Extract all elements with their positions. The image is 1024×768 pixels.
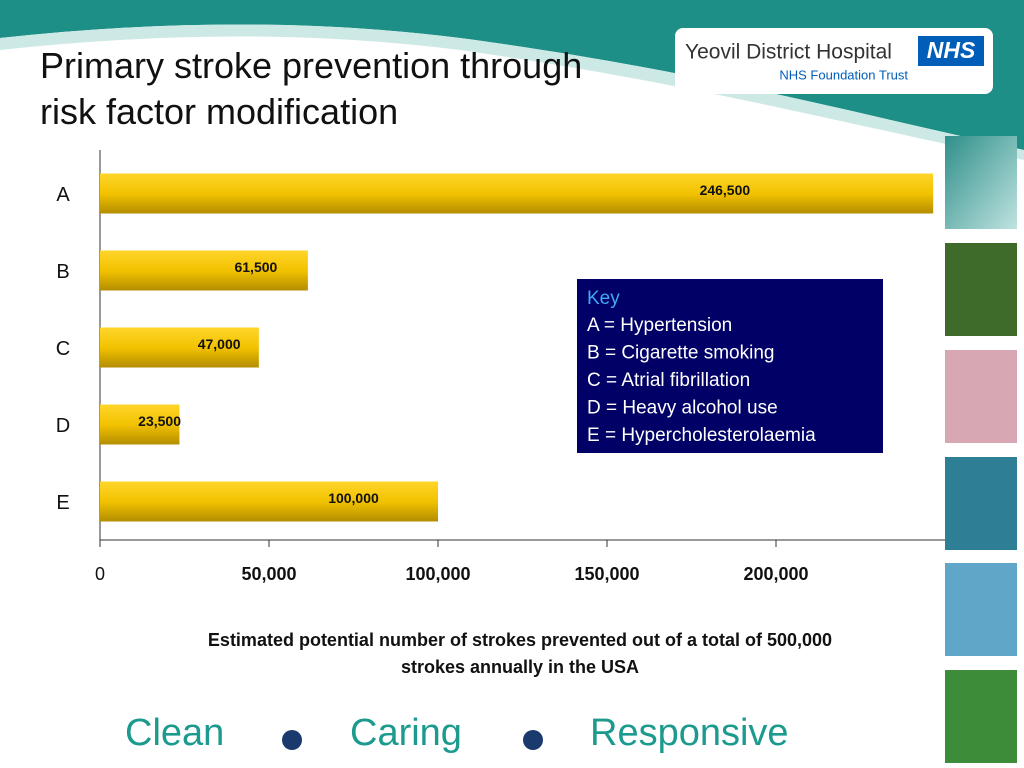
x-tick-label: 100,000 <box>405 564 470 584</box>
footer-dot <box>282 730 302 750</box>
tile <box>945 243 1017 336</box>
key-line: A = Hypertension <box>587 315 732 336</box>
tile <box>945 136 1017 229</box>
tile <box>945 350 1017 443</box>
tile <box>945 563 1017 656</box>
bar <box>100 404 180 445</box>
bar <box>100 250 308 291</box>
side-tiles <box>945 136 1017 763</box>
key-line: B = Cigarette smoking <box>587 343 774 364</box>
footer-word: Responsive <box>590 712 789 754</box>
key-line: C = Atrial fibrillation <box>587 370 750 391</box>
data-label: 246,500 <box>700 182 751 198</box>
trust-name: NHS Foundation Trust <box>779 67 908 82</box>
x-tick-label: 150,000 <box>574 564 639 584</box>
x-tick-label: 50,000 <box>241 564 296 584</box>
key-line: D = Heavy alcohol use <box>587 398 778 419</box>
nhs-text: NHS <box>927 37 976 63</box>
bar <box>100 327 259 368</box>
y-tick-label: D <box>56 415 70 437</box>
chart-title: Primary stroke prevention through risk fa… <box>40 45 582 132</box>
data-label: 61,500 <box>234 259 277 275</box>
x-axis-label: Estimated potential number of strokes pr… <box>208 630 832 677</box>
y-tick-label: B <box>56 261 69 283</box>
bar <box>100 481 438 522</box>
y-tick-label: A <box>56 184 70 206</box>
wave-stripe <box>0 24 1024 160</box>
logo-box <box>675 28 993 94</box>
footer-dot <box>523 730 543 750</box>
tile <box>945 670 1017 763</box>
nhs-badge <box>918 36 984 66</box>
footer-word: Caring <box>350 712 462 754</box>
tile <box>945 457 1017 550</box>
y-tick-label: C <box>56 338 70 360</box>
key-line: E = Hypercholesterolaemia <box>587 425 816 446</box>
data-label: 47,000 <box>198 336 241 352</box>
x-tick-label: 0 <box>95 564 105 584</box>
key-title: Key <box>587 288 620 309</box>
data-label: 23,500 <box>138 413 181 429</box>
key-box <box>577 279 883 453</box>
footer-word: Clean <box>125 712 224 754</box>
data-label: 100,000 <box>328 490 379 506</box>
hospital-name: Yeovil District Hospital <box>685 41 892 64</box>
bar <box>100 173 934 214</box>
x-tick-label: 200,000 <box>743 564 808 584</box>
y-tick-label: E <box>56 492 69 514</box>
